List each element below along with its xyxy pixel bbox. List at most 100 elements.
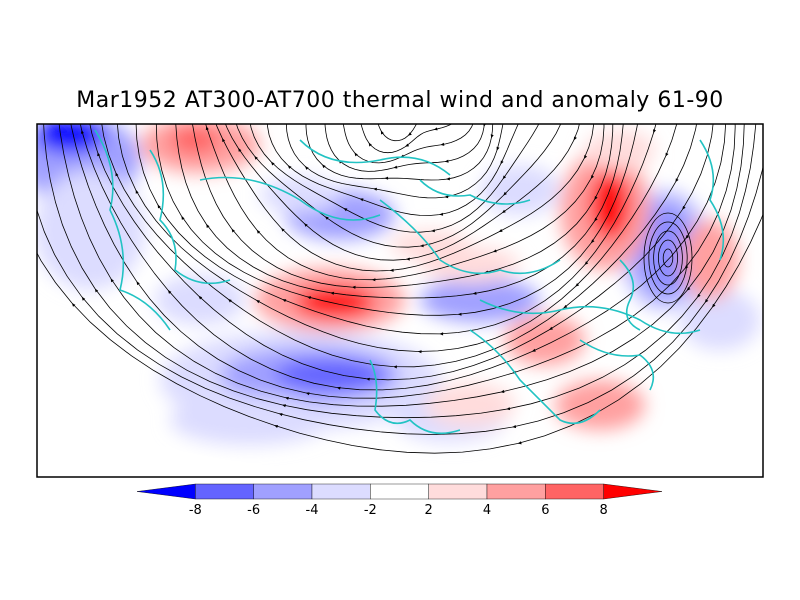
streamline-arrow: [307, 296, 312, 300]
colorbar-swatch: [311, 483, 371, 500]
streamline-arrow: [324, 216, 329, 220]
streamline-arrow: [41, 89, 44, 93]
streamline-arrow: [354, 152, 358, 157]
streamline: [192, 124, 614, 288]
streamline-arrow: [67, 106, 70, 110]
streamline-arrow: [284, 396, 289, 400]
streamline-arrow: [136, 281, 140, 286]
streamline-arrow: [304, 223, 308, 227]
streamline-arrow: [472, 291, 477, 295]
streamline-arrow: [330, 291, 335, 295]
streamline-arrow: [144, 57, 147, 61]
colorbar-swatch: [253, 483, 313, 500]
streamline-arrow: [407, 132, 412, 136]
streamline-arrow: [110, 278, 114, 283]
streamline-arrow: [594, 196, 598, 200]
streamline-arrow: [457, 312, 462, 316]
streamline-arrow: [4, 89, 7, 93]
streamline-gyre: [653, 230, 683, 286]
streamline-arrow: [287, 165, 292, 169]
streamline-arrow: [368, 110, 372, 113]
streamline-arrow: [181, 215, 185, 220]
streamline-arrow: [281, 227, 285, 232]
streamline: [377, 124, 418, 142]
streamline-arrow: [256, 229, 261, 234]
streamline-arrow: [97, 152, 101, 157]
colorbar: [136, 483, 663, 500]
streamline-arrow: [756, 97, 759, 101]
streamline-arrow: [716, 56, 719, 60]
streamline-arrow: [563, 304, 568, 309]
streamline-arrow: [503, 191, 507, 196]
streamline-arrow: [440, 142, 445, 146]
streamline-arrow: [167, 290, 172, 294]
streamline: [37, 213, 763, 454]
streamline-arrow: [384, 176, 389, 180]
streamline-arrow: [355, 112, 359, 116]
colorbar-label: 4: [482, 503, 492, 518]
streamline-arrow: [393, 365, 397, 369]
streamline-arrow: [405, 143, 410, 147]
streamline: [305, 124, 494, 181]
streamline-arrow: [351, 285, 356, 289]
streamline: [37, 165, 763, 435]
streamline-gyre: [658, 239, 679, 277]
streamline-arrow: [271, 161, 275, 166]
streamline-gyre: [662, 248, 674, 268]
streamline: [249, 124, 540, 233]
streamline-arrow: [528, 94, 531, 98]
streamline: [70, 124, 736, 399]
colorbar-swatch: [486, 483, 546, 500]
streamline-arrow: [653, 129, 656, 134]
streamline-arrow: [591, 239, 595, 244]
streamline-arrow: [575, 283, 580, 287]
streamline: [43, 124, 757, 419]
streamline-arrow: [773, 97, 776, 101]
streamline-arrow: [371, 278, 376, 282]
streamline-arrow: [206, 224, 210, 228]
colorbar-label: -2: [363, 503, 377, 518]
streamline-arrow: [135, 189, 139, 194]
streamline-arrow: [496, 146, 500, 151]
streamline-arrow: [80, 129, 84, 134]
streamline-arrow: [444, 195, 449, 199]
streamline-arrow: [685, 235, 689, 239]
streamline: [235, 124, 562, 248]
coastlines: [94, 129, 725, 435]
streamline-arrow: [278, 413, 283, 417]
streamline-arrow: [359, 198, 364, 202]
streamline-arrow: [222, 138, 226, 142]
streamline-arrow: [340, 113, 343, 117]
streamline-arrow: [682, 14, 685, 18]
streamline: [135, 124, 657, 335]
streamline-arrow: [439, 332, 444, 336]
streamline-arrow: [81, 296, 86, 301]
streamline-arrow: [343, 208, 348, 212]
streamline-arrow: [561, 120, 564, 124]
streamline-arrow: [501, 209, 506, 214]
streamline-arrow: [594, 217, 598, 222]
streamline: [225, 124, 580, 261]
streamline: [266, 124, 519, 216]
streamline-arrow: [730, 81, 733, 85]
streamline-arrow: [623, 90, 626, 94]
streamline: [342, 124, 474, 164]
colorbar-label: 6: [541, 503, 550, 518]
colorbar-swatch: [545, 483, 604, 500]
streamline-arrow: [198, 295, 203, 300]
streamline-arrow: [269, 92, 272, 96]
streamline-arrow: [502, 175, 507, 180]
streamline-arrow: [282, 404, 286, 408]
streamline-arrow: [417, 350, 422, 354]
streamline-arrow: [444, 159, 449, 163]
streamline-arrow: [517, 441, 522, 445]
streamline-arrow: [121, 8, 124, 12]
streamline-arrow: [531, 348, 536, 352]
streamline-arrow: [590, 175, 594, 179]
streamline-arrow: [697, 293, 701, 298]
streamline-arrow: [682, 205, 686, 210]
streamline-arrow: [55, 90, 58, 94]
streamline-arrow: [213, 31, 216, 35]
streamline-arrow: [700, 34, 703, 38]
streamline-arrow: [94, 288, 99, 293]
